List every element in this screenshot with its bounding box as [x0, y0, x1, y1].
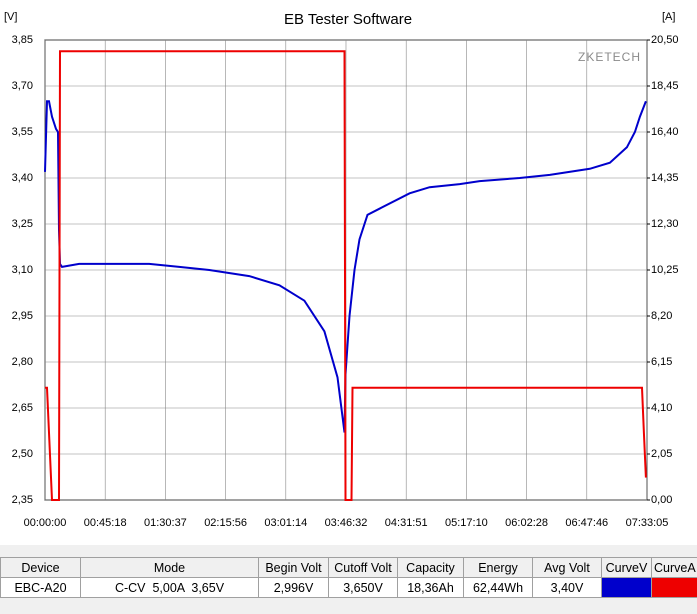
- grid: [44, 39, 648, 501]
- column-header: Device: [0, 557, 81, 578]
- curve-swatch: [651, 577, 697, 598]
- x-tick-label: 00:45:18: [84, 517, 127, 529]
- y2-tick-label: 8,20: [651, 310, 672, 322]
- y2-tick-label: 10,25: [651, 264, 679, 276]
- y2-tick-label: 18,45: [651, 80, 679, 92]
- column-header: CurveA: [651, 557, 697, 578]
- column-header: CurveV: [601, 557, 652, 578]
- y2-tick-label: 0,00: [651, 494, 672, 506]
- x-tick-label: 07:33:05: [626, 517, 669, 529]
- y-tick-label: 3,70: [12, 80, 33, 92]
- x-tick-label: 03:01:14: [264, 517, 307, 529]
- y2-tick-label: 16,40: [651, 126, 679, 138]
- y-tick-label: 3,25: [12, 218, 33, 230]
- x-tick-label: 00:00:00: [24, 517, 67, 529]
- y2-axis-label: [A]: [662, 11, 675, 23]
- y-tick-label: 2,80: [12, 356, 33, 368]
- y2-tick-label: 14,35: [651, 172, 679, 184]
- y2-tick-label: 4,10: [651, 402, 672, 414]
- y-tick-label: 3,40: [12, 172, 33, 184]
- summary-table: Device Mode Begin Volt Cutoff Volt Capacity E…: [0, 557, 697, 598]
- column-header: Capacity: [397, 557, 464, 578]
- table-cell: 3,40V: [532, 577, 602, 598]
- column-header: Begin Volt: [258, 557, 329, 578]
- watermark: ZKETECH: [578, 50, 641, 64]
- x-tick-label: 05:17:10: [445, 517, 488, 529]
- x-tick-label: 01:30:37: [144, 517, 187, 529]
- table-cell: EBC-A20: [0, 577, 81, 598]
- chart: EB Tester Software [V] [A] ZKETECH 2,35 2…: [0, 0, 697, 545]
- header-row: Device Mode Begin Volt Cutoff Volt Capacity E…: [0, 557, 697, 578]
- table-cell: 2,996V: [258, 577, 329, 598]
- y-axis-label: [V]: [4, 11, 17, 23]
- x-tick-label: 04:31:51: [385, 517, 428, 529]
- y2-tick-label: 20,50: [651, 34, 679, 46]
- y-tick-label: 2,35: [12, 494, 33, 506]
- x-tick-label: 06:47:46: [565, 517, 608, 529]
- table-cell: C-CV 5,00A 3,65V: [80, 577, 259, 598]
- y-tick-label: 2,65: [12, 402, 33, 414]
- column-header: Cutoff Volt: [328, 557, 398, 578]
- curve-swatch: [601, 577, 652, 598]
- chart-title: EB Tester Software: [284, 11, 412, 28]
- table-cell: 18,36Ah: [397, 577, 464, 598]
- table-cell: 62,44Wh: [463, 577, 533, 598]
- y-tick-label: 2,50: [12, 448, 33, 460]
- column-header: Avg Volt: [532, 557, 602, 578]
- y-tick-label: 3,85: [12, 34, 33, 46]
- data-line: [45, 50, 647, 501]
- x-tick-label: 02:15:56: [204, 517, 247, 529]
- x-tick-label: 06:02:28: [505, 517, 548, 529]
- y2-tick-label: 6,15: [651, 356, 672, 368]
- y-tick-label: 2,95: [12, 310, 33, 322]
- column-header: Mode: [80, 557, 259, 578]
- y2-tick-label: 2,05: [651, 448, 672, 460]
- y2-tick-label: 12,30: [651, 218, 679, 230]
- table-row: EBC-A20 C-CV 5,00A 3,65V 2,996V 3,650V 18,36…: [0, 577, 697, 598]
- y-tick-label: 3,55: [12, 126, 33, 138]
- column-header: Energy: [463, 557, 533, 578]
- table-cell: 3,650V: [328, 577, 398, 598]
- x-tick-label: 03:46:32: [325, 517, 368, 529]
- y-tick-label: 3,10: [12, 264, 33, 276]
